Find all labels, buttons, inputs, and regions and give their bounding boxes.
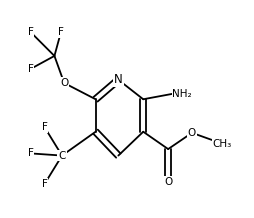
Text: CH₃: CH₃	[213, 139, 232, 149]
Text: O: O	[60, 78, 68, 88]
Text: F: F	[58, 27, 64, 37]
Text: F: F	[42, 179, 48, 189]
Text: N: N	[114, 73, 123, 86]
Text: F: F	[42, 123, 48, 132]
Text: O: O	[188, 128, 196, 138]
Text: F: F	[28, 148, 34, 158]
Text: C: C	[58, 151, 66, 161]
Text: F: F	[28, 64, 34, 74]
Text: O: O	[164, 177, 172, 187]
Text: F: F	[28, 27, 34, 37]
Text: NH₂: NH₂	[172, 89, 192, 99]
